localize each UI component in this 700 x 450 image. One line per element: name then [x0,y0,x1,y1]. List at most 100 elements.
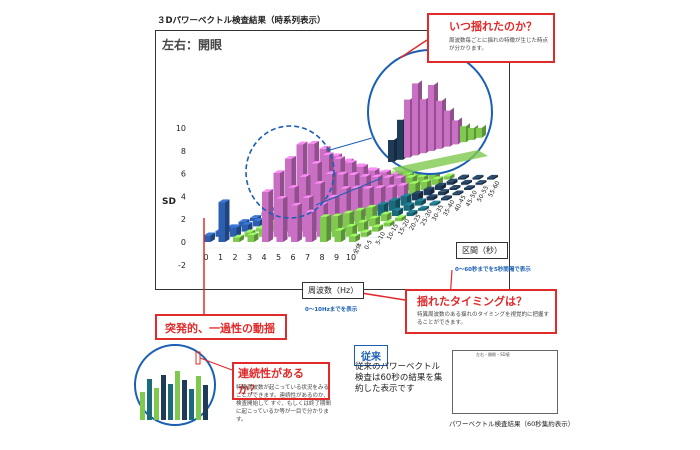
bar-front [415,201,422,206]
bar-front [351,188,358,222]
bar-top [291,202,302,206]
bar-top [409,181,420,184]
x-tick-label: 0 [203,253,208,262]
y-tick-label: 0 [181,238,186,247]
continuity-bar [147,379,152,420]
y-tick-label: 4 [181,192,186,201]
bar-front [238,221,245,227]
bar-side [479,174,484,180]
bar-front [250,217,257,222]
bar-top [386,184,397,188]
bar-front [377,204,384,216]
bar-side [248,222,253,232]
continuity-bar [161,375,166,420]
bar-side [421,198,426,206]
bar-top [372,224,383,228]
interval-range-note: 0〜60秒までを5秒間隔で表示 [455,267,531,273]
bar-front [438,191,445,196]
bar-front [406,212,413,216]
x-tick-label: 7 [305,253,310,262]
bar-front [464,188,471,190]
bar-front [331,216,338,237]
x-tick-label: 2 [232,253,237,262]
x-tick-label: 3 [247,253,252,262]
bar-top [348,172,360,175]
bar-side [493,174,498,180]
bar-top [400,193,412,197]
bar-front [409,183,416,196]
bar-front [412,193,419,201]
callout-sudden-title: 突発的、一過性の動揺 [165,322,275,335]
bar-top [288,185,299,188]
bar-front [276,198,283,242]
bar-front [386,187,393,206]
bar-front [218,202,225,242]
continuity-bar [196,376,201,420]
frequency-axis-label: 周波数（Hz） [302,282,365,299]
bar-top [328,194,340,198]
bar-top [403,202,415,206]
callout-continuity: 連続性があるか？ 特異周波数が起こっている状況をみることができます。連続性がある… [232,362,331,423]
bar-side [444,189,449,196]
magnified-bar [412,83,418,156]
bar-side [297,202,302,242]
pointer-when [399,39,428,59]
bar-top [349,233,360,237]
conventional-tag: 従来 [354,345,388,366]
bar-front [397,185,404,201]
bar-top [432,176,443,180]
bar-side [433,194,438,201]
bar-front [429,175,436,180]
bar-top [366,204,377,208]
bar-top [472,174,484,178]
bar-top [299,174,311,177]
bar-front [472,177,479,180]
bar-front [435,185,442,190]
bar-top [343,210,354,214]
thumbnail-caption: パワーベクトル検査結果（60秒集約表示） [449,420,575,428]
bar-side [424,205,429,211]
bar-top [357,219,369,223]
conventional-thumbnail [452,350,558,414]
frequency-range-note: 0〜10Hzまでを表示 [305,307,358,313]
bar-side [436,200,441,206]
y-tick-label: 10 [176,124,186,133]
x-tick-label: 4 [261,253,266,262]
bar-side [395,197,400,211]
bar-side [236,224,241,237]
bar-top [250,215,261,218]
bar-front [426,196,433,201]
bar-front [320,216,327,242]
bar-side [418,190,423,201]
bar-front [452,193,459,196]
bar-top [230,224,241,228]
bar-front [403,205,410,211]
bar-side [378,224,383,232]
bar-side [470,185,475,190]
bar-front [383,222,390,227]
bar-top [302,195,314,199]
magnified-bar [476,127,482,138]
y-tick-label: 6 [181,170,186,179]
bar-front [328,197,335,232]
bar-front [487,177,494,180]
interval-axis-label: 区間（秒） [456,242,508,259]
x-tick-label: 5 [276,253,281,262]
magnified-bar [397,119,403,160]
connector-line [315,177,383,206]
bar-top [247,232,259,236]
bar-front [429,203,436,206]
magnified-bar [404,99,410,158]
bar-front [369,218,376,227]
bar-top [395,215,406,218]
bar-top [363,185,374,189]
bar-top [360,229,372,233]
bar-top [406,174,417,178]
bar-top [458,174,469,178]
bar-front [414,172,421,180]
callout-when: いつ揺れたのか？ 周波数毎ごとに揺れの特徴が生じた時点が分かります。 [427,13,555,63]
bar-front [443,176,450,180]
bar-front [395,217,402,222]
bar-side [441,182,446,190]
magnified-bar [436,100,442,149]
